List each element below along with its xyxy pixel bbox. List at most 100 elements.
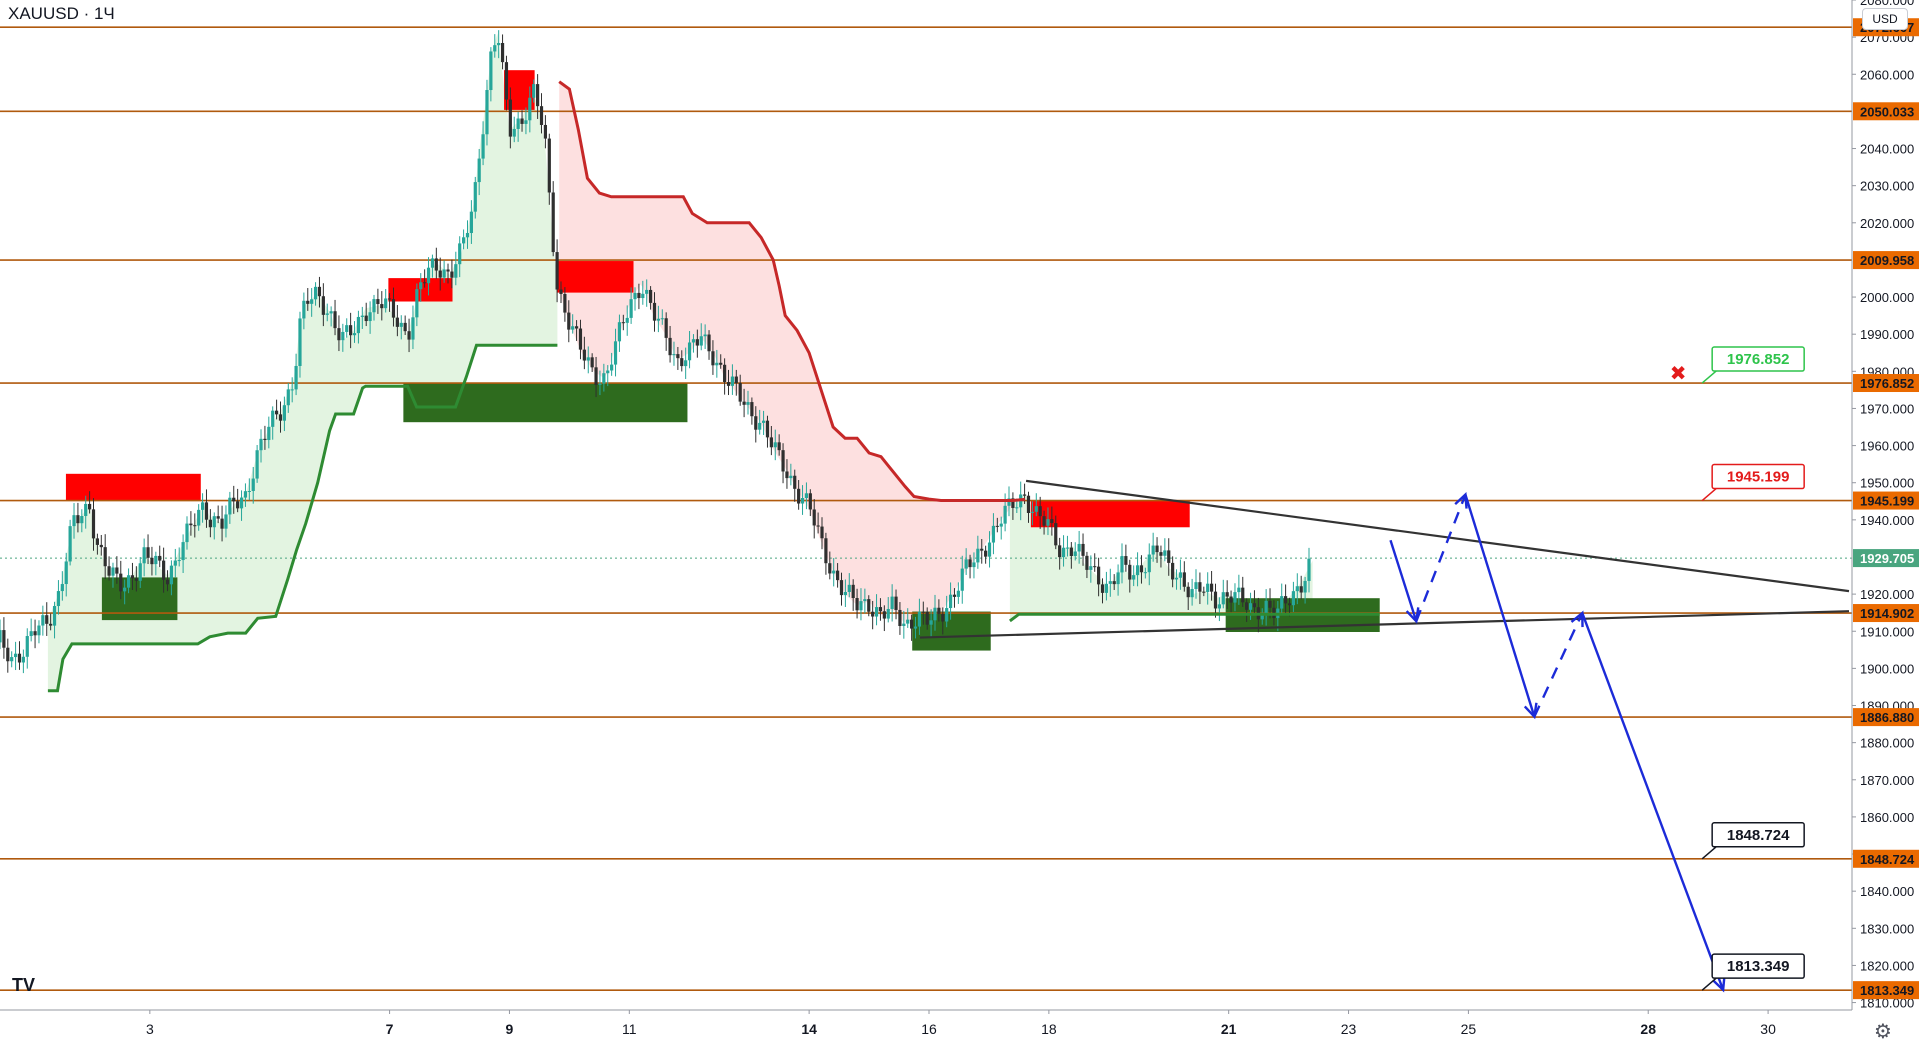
candle-body bbox=[555, 252, 559, 290]
candle-body bbox=[220, 518, 224, 529]
candle-body bbox=[1260, 613, 1264, 620]
candle-body bbox=[563, 293, 567, 313]
candle-body bbox=[1007, 498, 1011, 506]
candle-body bbox=[882, 611, 886, 619]
candle-body bbox=[423, 282, 427, 284]
candle-body bbox=[1264, 600, 1268, 614]
x-tick-label: 30 bbox=[1760, 1021, 1776, 1037]
level-price-tag bbox=[1853, 849, 1919, 868]
candle-body bbox=[921, 611, 925, 613]
projection-dashed bbox=[1533, 612, 1584, 718]
candle-body bbox=[45, 615, 49, 624]
candle-body bbox=[364, 315, 368, 322]
candle-body bbox=[547, 138, 551, 193]
candle-body bbox=[52, 606, 57, 626]
candle-body bbox=[1268, 600, 1272, 608]
candle-body bbox=[25, 636, 29, 657]
candle-body bbox=[952, 594, 957, 597]
candle-body bbox=[594, 367, 598, 385]
candle-body bbox=[504, 62, 509, 100]
candle-body bbox=[329, 311, 333, 314]
candle-body bbox=[239, 497, 244, 509]
candle-body bbox=[734, 376, 738, 384]
candle-body bbox=[310, 299, 314, 304]
callout-pointer bbox=[1701, 370, 1717, 384]
candle-body bbox=[602, 373, 606, 384]
candle-body bbox=[1280, 596, 1284, 609]
callout-label: 1945.199 bbox=[1727, 469, 1790, 486]
candle-body bbox=[41, 615, 45, 626]
symbol-label: XAUUSD · 1Ч bbox=[8, 4, 115, 23]
candle-body bbox=[1209, 583, 1214, 592]
candle-body bbox=[738, 383, 742, 402]
candle-body bbox=[60, 584, 64, 592]
candle-body bbox=[1065, 547, 1070, 549]
gear-icon[interactable]: ⚙ bbox=[1874, 1021, 1892, 1043]
candle-body bbox=[1190, 588, 1194, 598]
projection-dashed bbox=[1415, 494, 1467, 622]
candle-body bbox=[664, 318, 668, 338]
trailing-stop-down bbox=[558, 80, 1026, 502]
candle-body bbox=[345, 325, 349, 332]
candle-body bbox=[894, 596, 898, 610]
candle-body bbox=[1139, 565, 1144, 573]
candle-body bbox=[1054, 523, 1058, 546]
candle-body bbox=[765, 420, 770, 438]
candle-body bbox=[282, 405, 286, 421]
candle-body bbox=[146, 547, 150, 558]
candle-body bbox=[306, 300, 310, 304]
candle-body bbox=[571, 326, 575, 330]
candle-body bbox=[797, 488, 801, 504]
candle-body bbox=[890, 596, 894, 609]
candle-body bbox=[286, 389, 290, 406]
candle-body bbox=[33, 631, 37, 636]
candle-body bbox=[446, 269, 450, 272]
tradingview-logo: TV bbox=[12, 975, 36, 995]
candle-body bbox=[929, 620, 933, 625]
candle-body bbox=[964, 559, 968, 569]
candle-body bbox=[1295, 586, 1299, 592]
candle-body bbox=[999, 523, 1003, 527]
candle-body bbox=[1120, 556, 1124, 573]
level-price-tag bbox=[1853, 981, 1919, 1000]
candle-body bbox=[1116, 572, 1120, 585]
candle-body bbox=[1225, 592, 1229, 597]
candle-body bbox=[851, 584, 855, 599]
candle-body bbox=[1163, 550, 1167, 556]
x-tick-label: 18 bbox=[1041, 1021, 1057, 1037]
candle-body bbox=[980, 548, 984, 551]
candle-body bbox=[469, 211, 473, 234]
candle-body bbox=[76, 515, 80, 524]
candle-body bbox=[1299, 586, 1303, 593]
candle-body bbox=[6, 647, 10, 662]
candle-body bbox=[80, 516, 84, 524]
candle-body bbox=[465, 233, 470, 238]
candle-body bbox=[1042, 516, 1046, 526]
candle-body bbox=[1194, 582, 1198, 589]
candle-body bbox=[49, 623, 53, 626]
candle-body bbox=[88, 503, 92, 510]
currency-button[interactable]: USD bbox=[1862, 8, 1908, 30]
trailing-stop-up bbox=[1009, 612, 1380, 623]
candle-body bbox=[181, 542, 185, 561]
candle-body bbox=[703, 334, 707, 337]
candle-body bbox=[173, 560, 177, 566]
candle-body bbox=[294, 365, 298, 390]
candle-body bbox=[789, 475, 793, 479]
arrow-head bbox=[1523, 702, 1538, 720]
candle-body bbox=[99, 544, 103, 548]
cancel-marker-icon: ✖ bbox=[1670, 363, 1687, 385]
y-tick-label: 1860.000 bbox=[1860, 810, 1914, 825]
supply-zone bbox=[1030, 500, 1190, 528]
candle-body bbox=[984, 550, 988, 557]
projection-arrow bbox=[1389, 539, 1418, 622]
candle-body bbox=[360, 315, 364, 317]
candle-body bbox=[13, 653, 18, 658]
candle-body bbox=[189, 523, 193, 526]
candle-body bbox=[867, 599, 871, 612]
candle-body bbox=[906, 619, 910, 624]
y-tick-label: 2030.000 bbox=[1860, 179, 1914, 194]
callout-label: 1848.724 bbox=[1727, 827, 1790, 844]
